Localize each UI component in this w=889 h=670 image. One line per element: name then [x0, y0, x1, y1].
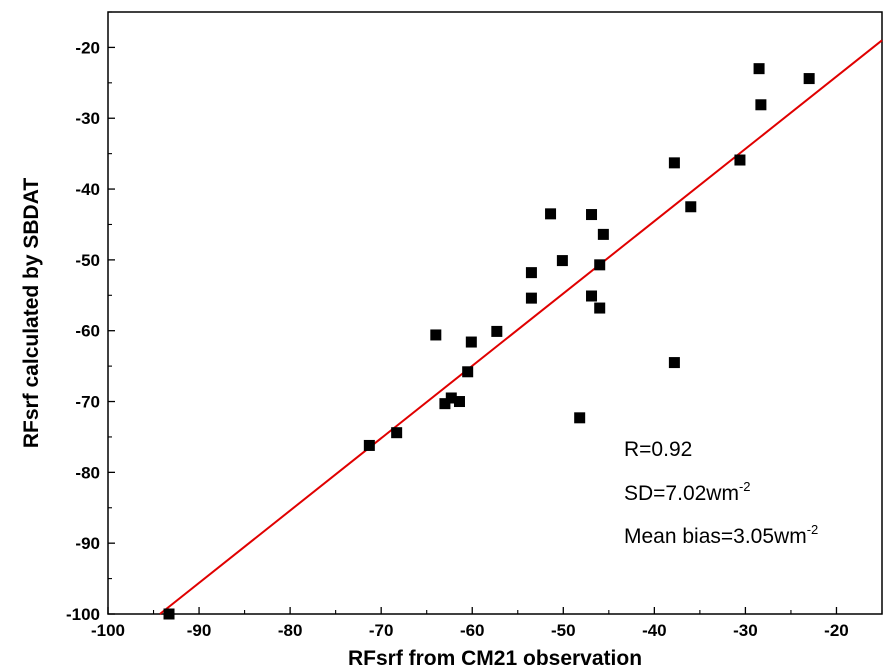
x-tick-label: -90 — [187, 621, 212, 640]
x-tick-label: -20 — [824, 621, 849, 640]
data-point — [597, 228, 609, 240]
data-point — [453, 396, 465, 408]
data-point — [439, 398, 451, 410]
y-tick-label: -70 — [75, 393, 100, 412]
data-point — [525, 267, 537, 279]
data-point — [574, 412, 586, 424]
plot-frame — [107, 11, 883, 615]
annotation-sd-text: SD=7.02wm — [624, 482, 739, 505]
annotation-sd-sup: -2 — [739, 479, 751, 494]
y-tick-label: -60 — [75, 322, 100, 341]
data-point — [668, 357, 680, 369]
x-tick-label: -40 — [642, 621, 667, 640]
data-point — [755, 99, 767, 111]
data-point — [803, 73, 815, 85]
data-point — [465, 336, 477, 348]
axis-tick-labels: -100 -90 -80 -70 -60 -50 -40 -30 -20 -100 -90 -80 -7… — [66, 38, 849, 640]
x-tick-label: -60 — [460, 621, 485, 640]
y-tick-label: -50 — [75, 251, 100, 270]
data-point — [594, 259, 606, 271]
data-points — [163, 63, 815, 620]
data-point — [556, 255, 568, 267]
x-tick-label: -100 — [91, 621, 125, 640]
data-point — [734, 154, 746, 166]
y-tick-label: -90 — [75, 534, 100, 553]
y-axis-title: RFsrf calculated by SBDAT — [20, 178, 43, 449]
regression-line — [159, 39, 883, 615]
y-tick-label: -80 — [75, 463, 100, 482]
y-tick-label: -20 — [75, 38, 100, 57]
annotation-bias-text: Mean bias=3.05wm — [624, 525, 807, 548]
data-point — [430, 329, 442, 341]
data-point — [586, 290, 598, 302]
data-point — [668, 157, 680, 169]
y-tick-label: -30 — [75, 109, 100, 128]
x-tick-label: -70 — [369, 621, 394, 640]
data-point — [491, 325, 503, 337]
data-point — [391, 427, 403, 439]
axis-ticks — [107, 11, 883, 615]
data-point — [753, 63, 765, 75]
data-point — [525, 292, 537, 304]
annotation-sd: SD=7.02wm-2 — [624, 479, 751, 505]
y-tick-label: -40 — [75, 180, 100, 199]
annotation-r: R=0.92 — [624, 438, 692, 461]
x-tick-label: -30 — [733, 621, 758, 640]
fit-line-group — [159, 39, 883, 615]
data-point — [363, 439, 375, 451]
data-point — [685, 201, 697, 213]
x-tick-label: -80 — [278, 621, 303, 640]
data-point — [545, 208, 557, 220]
data-point — [462, 366, 474, 378]
data-point — [594, 302, 606, 314]
data-point — [163, 608, 175, 620]
data-point — [445, 392, 457, 404]
annotation-bias-sup: -2 — [807, 522, 819, 537]
data-point — [586, 209, 598, 221]
x-axis-title: RFsrf from CM21 observation — [348, 647, 642, 670]
annotation-bias: Mean bias=3.05wm-2 — [624, 522, 818, 548]
x-tick-label: -50 — [551, 621, 576, 640]
y-tick-label: -100 — [66, 605, 100, 624]
